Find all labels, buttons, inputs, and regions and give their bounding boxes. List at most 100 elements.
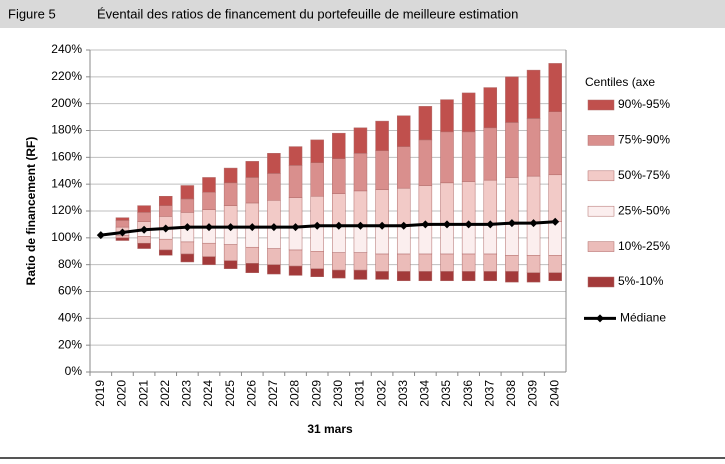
- bar-segment: [310, 162, 324, 197]
- x-tick-label: 2040: [547, 380, 561, 407]
- bar-segment: [505, 255, 519, 272]
- legend-swatch: [587, 276, 615, 288]
- bar-segment: [526, 222, 541, 256]
- bar-segment: [418, 139, 433, 186]
- y-tick-label: 20%: [58, 337, 82, 351]
- bar-segment: [267, 264, 281, 275]
- x-tick-label: 2032: [374, 380, 388, 407]
- median-line: [100, 220, 556, 237]
- median-marker: [421, 220, 430, 229]
- x-tick-label: 2031: [353, 380, 367, 407]
- bar-segment: [353, 153, 368, 192]
- header: Figure 5 Éventail des ratios de financem…: [0, 0, 725, 28]
- x-tick-label: 2036: [461, 380, 475, 407]
- bar-segment: [288, 249, 303, 267]
- legend-swatch: [587, 99, 615, 111]
- bar-segment: [267, 173, 281, 201]
- legend-swatch: [587, 241, 615, 252]
- y-tick-label: 0%: [65, 364, 83, 378]
- bar-segment: [158, 238, 173, 251]
- bar-segment: [353, 190, 368, 227]
- median-marker: [378, 221, 387, 230]
- x-tick-label: 2030: [331, 380, 345, 407]
- bar-segment: [115, 237, 130, 241]
- bar-segment: [461, 181, 476, 225]
- bar-segment: [396, 271, 411, 282]
- bar-segment: [483, 224, 498, 255]
- bar-segment: [180, 198, 195, 213]
- legend-label: 25%-50%: [618, 203, 670, 217]
- bar-segment: [505, 224, 519, 256]
- y-tick-label: 40%: [58, 311, 82, 325]
- y-tick-label: 180%: [51, 123, 82, 137]
- y-tick-label: 140%: [51, 176, 82, 190]
- legend-marker: [596, 314, 604, 323]
- x-tick-label: 2035: [439, 380, 453, 407]
- bar-segment: [375, 253, 389, 272]
- legend-label: Médiane: [620, 311, 666, 325]
- bar-segment: [310, 195, 324, 227]
- y-tick-label: 240%: [51, 42, 82, 56]
- median-marker: [269, 223, 278, 232]
- bar-segment: [440, 99, 454, 133]
- legend-swatch: [587, 135, 615, 146]
- x-tick-label: 2020: [115, 380, 129, 407]
- x-tick-label: 2021: [136, 380, 150, 407]
- bar-segment: [202, 191, 216, 210]
- bar-segment: [288, 265, 303, 276]
- bar-segment: [548, 221, 562, 256]
- median-marker: [313, 221, 322, 230]
- bar-segment: [158, 195, 173, 206]
- bar-segment: [332, 158, 346, 194]
- bar-segment: [418, 271, 433, 282]
- median-marker: [443, 220, 451, 229]
- bar-segment: [483, 271, 498, 282]
- bar-segment: [375, 225, 389, 255]
- bar-segment: [375, 189, 389, 227]
- bar-segment: [180, 241, 195, 255]
- bar-segment: [396, 253, 411, 272]
- bar-segment: [267, 248, 281, 265]
- bar-segment: [418, 185, 433, 227]
- bar-segment: [223, 182, 238, 206]
- x-tick-label: 2029: [309, 380, 323, 407]
- header-band: [0, 0, 725, 28]
- x-tick-label: 2039: [526, 380, 540, 407]
- bar-segment: [526, 175, 541, 224]
- legend-title: Centiles (axe: [585, 75, 655, 89]
- bar-segment: [548, 272, 562, 282]
- bar-segment: [353, 127, 368, 154]
- bar-segment: [461, 271, 476, 282]
- bar-segment: [267, 200, 281, 228]
- bar-segment: [288, 146, 303, 166]
- bar-segment: [288, 197, 303, 228]
- bar-segment: [245, 161, 260, 178]
- x-tick-label: 2023: [180, 380, 194, 407]
- bar-segment: [375, 120, 389, 151]
- bar-segment: [461, 253, 476, 272]
- legend-swatch: [587, 205, 615, 217]
- bar-segment: [548, 255, 562, 273]
- bar-segment: [396, 187, 411, 227]
- bar-segment: [137, 242, 151, 249]
- bar-segment: [461, 92, 476, 133]
- legend-label: 5%-10%: [618, 274, 664, 288]
- bar-segment: [375, 271, 389, 280]
- x-tick-label: 2022: [158, 380, 172, 407]
- median-marker: [205, 223, 213, 232]
- bar-segment: [137, 236, 151, 244]
- y-axis-label: Ratio de financement (RF): [24, 137, 38, 286]
- bar-segment: [353, 269, 368, 280]
- median-marker: [551, 217, 560, 226]
- x-tick-label: 2038: [504, 380, 518, 407]
- bar-segment: [505, 177, 519, 225]
- median-marker: [183, 223, 192, 232]
- bar-segment: [332, 252, 346, 271]
- bar-segment: [418, 225, 433, 255]
- bar-segment: [396, 115, 411, 147]
- y-tick-label: 100%: [51, 230, 82, 244]
- bar-segment: [245, 177, 260, 204]
- x-tick-label: 2028: [288, 380, 302, 407]
- bar-segment: [526, 118, 541, 177]
- bar-segment: [440, 253, 454, 272]
